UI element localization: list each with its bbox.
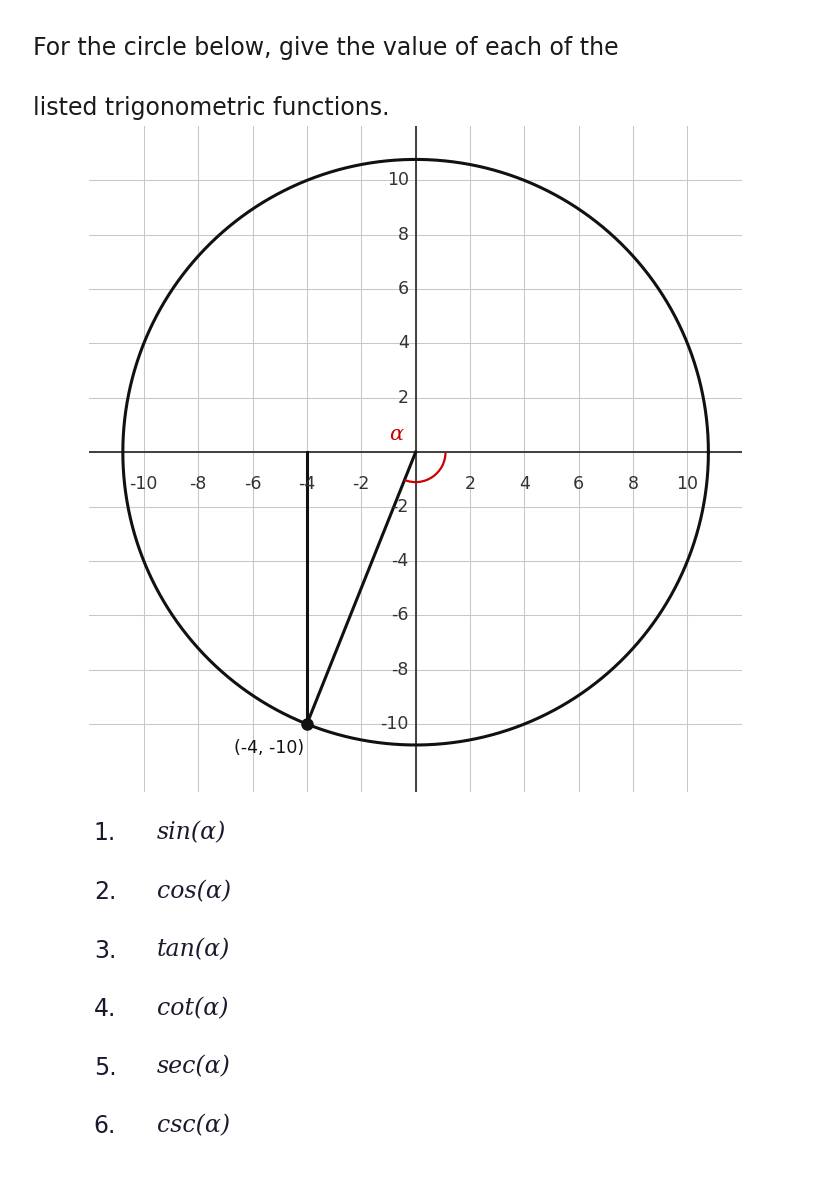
Text: cos(α): cos(α) [156,880,231,902]
Text: -4: -4 [392,552,409,570]
Text: listed trigonometric functions.: listed trigonometric functions. [33,96,389,120]
Text: 2.: 2. [94,880,116,904]
Text: 6.: 6. [94,1115,116,1139]
Text: 4: 4 [398,335,409,353]
Text: 2: 2 [398,389,409,407]
Text: -6: -6 [244,475,261,493]
Text: 6: 6 [398,280,409,298]
Text: -6: -6 [391,606,409,624]
Text: -8: -8 [189,475,207,493]
Text: sin(α): sin(α) [156,821,226,845]
Text: 10: 10 [677,475,699,493]
Text: 4: 4 [519,475,530,493]
Text: -4: -4 [298,475,315,493]
Text: 8: 8 [398,226,409,244]
Text: 8: 8 [628,475,639,493]
Text: tan(α): tan(α) [156,938,230,961]
Text: -10: -10 [380,715,409,733]
Text: 10: 10 [387,172,409,190]
Text: 6: 6 [573,475,584,493]
Text: 2: 2 [464,475,476,493]
Text: For the circle below, give the value of each of the: For the circle below, give the value of … [33,36,619,60]
Text: -8: -8 [392,661,409,679]
Text: -2: -2 [352,475,370,493]
Text: cot(α): cot(α) [156,997,228,1020]
Text: 5.: 5. [94,1056,116,1080]
Text: 1.: 1. [94,821,116,845]
Text: 4.: 4. [94,997,116,1021]
Text: -10: -10 [129,475,158,493]
Text: csc(α): csc(α) [156,1115,230,1138]
Text: sec(α): sec(α) [156,1056,230,1079]
Text: 3.: 3. [94,938,116,962]
Text: -2: -2 [392,498,409,516]
Text: (-4, -10): (-4, -10) [234,739,305,757]
Text: α: α [389,425,403,444]
